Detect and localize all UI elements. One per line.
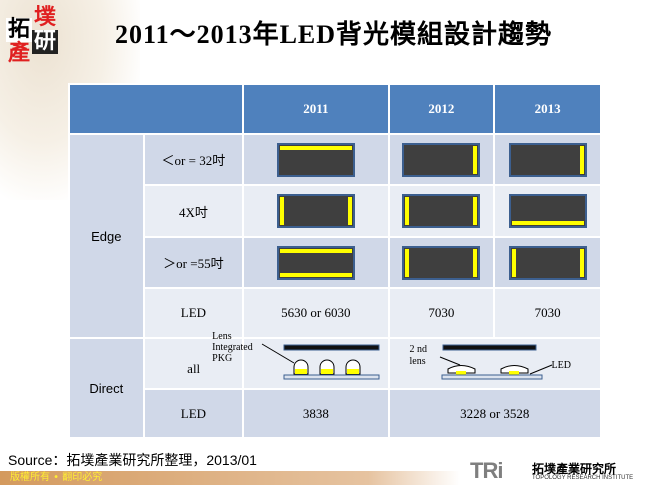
led-strip-top — [279, 248, 352, 253]
logo-char: 產 — [7, 41, 30, 66]
led-strip-right — [579, 248, 584, 277]
led-strip-right — [473, 145, 478, 174]
brand-mark: TRi — [470, 458, 503, 483]
row-label: ＜or = 32吋 — [142, 133, 245, 186]
diagram-label: Integrated — [212, 341, 253, 353]
diagram-label: Lens — [212, 330, 232, 342]
panel-icon — [508, 194, 587, 228]
led-strip-right — [473, 197, 478, 225]
tri-brand-logo: TRi 拓墣產業研究所 TOPOLOGY RESEARCH INSTITUTE — [470, 458, 633, 484]
panel-icon — [402, 194, 481, 228]
panel-icon — [276, 142, 355, 177]
source-note: Source：拓墣產業研究所整理，2013/01 — [8, 452, 257, 468]
diagram-label: lens — [409, 355, 426, 367]
table-row: LED 3838 3228 or 3528 — [69, 388, 602, 439]
header-2011: 2011 — [242, 83, 390, 135]
led-strip-left — [279, 197, 284, 225]
cell: 3228 or 3528 — [387, 388, 602, 439]
logo-char: 墣 — [33, 5, 56, 30]
row-label: all — [142, 337, 245, 390]
direct-led-lens-diagram-icon — [439, 344, 552, 379]
table-row: Edge ＜or = 32吋 — [68, 133, 602, 339]
logo: 拓 墣 產 研 — [6, 5, 62, 66]
led-strip-top — [279, 145, 352, 150]
diagram-label: PKG — [212, 352, 233, 364]
table-row: ＞or =55吋 — [69, 236, 602, 289]
row-label: 4X吋 — [142, 184, 245, 238]
table-row: LED 5630 or 6030 7030 7030 — [69, 287, 602, 339]
panel-icon — [276, 194, 355, 228]
led-strip-right — [473, 248, 478, 277]
trend-table: 2011 2012 2013 Edge ＜or = 32吋 4X吋 ＞or =5… — [67, 83, 602, 439]
led-strip-bottom — [279, 272, 352, 277]
led-strip-left — [405, 197, 410, 225]
lens-integrated-diagram: Lens Integrated PKG — [212, 331, 387, 387]
led-strip-right — [347, 197, 352, 225]
led-strip-left — [405, 248, 410, 277]
panel-icon — [508, 142, 587, 177]
edge-label: Edge — [68, 133, 145, 339]
logo-char: 拓 — [6, 17, 32, 42]
panel-icon — [276, 245, 355, 280]
row-label: LED — [142, 388, 245, 439]
header-row: 2011 2012 2013 — [67, 83, 602, 135]
panel-icon — [402, 245, 481, 280]
diagram-label: 2 nd — [409, 343, 428, 355]
panel-icon — [402, 142, 481, 177]
direct-led-diagram-icon — [261, 343, 380, 379]
diagram-label: LED — [551, 359, 571, 371]
table-row: Direct all Lens Integrated PKG 2 nd lens… — [68, 331, 602, 439]
table-row: 4X吋 — [69, 184, 602, 238]
brand-cn: 拓墣產業研究所 — [532, 462, 617, 476]
cell: 3838 — [242, 388, 390, 439]
brand-en: TOPOLOGY RESEARCH INSTITUTE — [532, 475, 634, 481]
secondary-lens-diagram: 2 nd lens LED — [390, 341, 601, 387]
cell: 5630 or 6030 — [242, 287, 390, 339]
header-2012: 2012 — [387, 83, 496, 135]
led-strip-left — [511, 248, 516, 277]
led-strip-bottom — [511, 221, 584, 225]
header-cell — [67, 83, 245, 135]
direct-label: Direct — [68, 337, 145, 439]
cell: 7030 — [387, 287, 496, 339]
row-label: LED — [142, 287, 245, 339]
panel-icon — [508, 245, 587, 280]
cell: 7030 — [493, 287, 602, 339]
logo-char: 研 — [32, 29, 58, 54]
led-strip-right — [579, 145, 584, 174]
row-label: ＞or =55吋 — [142, 236, 245, 289]
page-title: 2011～2013年LED背光模組設計趨勢 — [115, 20, 553, 49]
header-2013: 2013 — [493, 83, 602, 135]
copyright-bar: 版權所有 • 翻印必究 — [0, 471, 460, 485]
